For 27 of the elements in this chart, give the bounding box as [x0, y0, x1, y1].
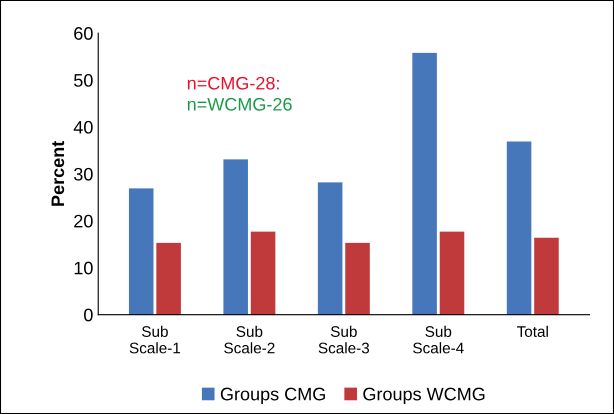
y-tick-label: 40 [74, 120, 93, 134]
bar [534, 238, 559, 315]
annotation: n=WCMG-26 [188, 98, 292, 111]
legend-label: Groups WCMG [363, 388, 484, 404]
x-tick-label: Sub Scale-3 [318, 326, 370, 354]
bar [223, 159, 248, 315]
bar [440, 232, 464, 315]
annotation: n=CMG-28: [188, 76, 279, 90]
bar [345, 242, 370, 315]
y-tick-label: 20 [74, 214, 93, 228]
y-axis-title: Percent [52, 140, 64, 206]
bar [318, 182, 342, 315]
bar [156, 242, 181, 315]
y-tick-label: 30 [74, 168, 93, 181]
bar [412, 52, 437, 315]
x-tick-label: Sub Scale-4 [413, 326, 464, 354]
x-tick-label: Sub Scale-2 [224, 326, 275, 354]
legend-label: Groups CMG [220, 388, 325, 404]
x-tick-label: Total [516, 326, 548, 337]
bar [250, 232, 276, 315]
bar [128, 188, 154, 315]
y-tick-label: 0 [84, 308, 93, 322]
y-tick-label: 60 [74, 27, 93, 40]
y-tick-label: 10 [74, 262, 93, 274]
bar [506, 142, 532, 315]
x-tick-label: Sub Scale-1 [130, 326, 180, 354]
y-tick-label: 50 [74, 74, 93, 87]
